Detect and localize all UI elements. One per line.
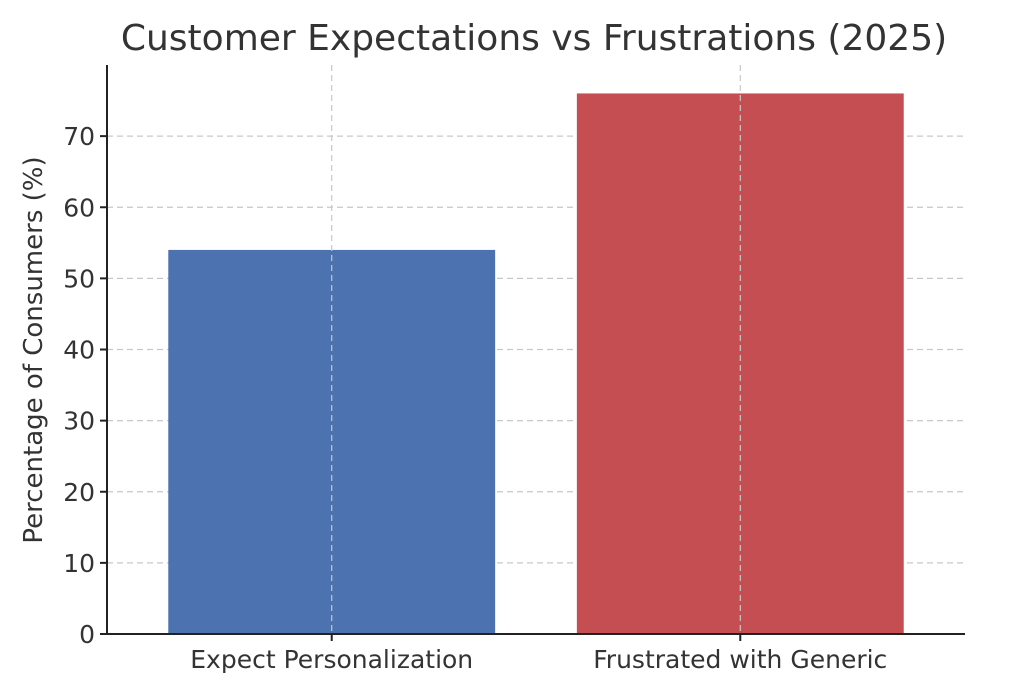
chart-title: Customer Expectations vs Frustrations (2… <box>121 18 947 59</box>
y-tick-label: 10 <box>63 549 95 578</box>
y-axis-ticks: 0 10 20 30 40 50 60 70 <box>63 122 107 649</box>
y-tick-label: 60 <box>63 193 95 222</box>
y-tick-label: 0 <box>79 620 95 649</box>
bars <box>168 93 904 635</box>
x-axis-ticks: Expect Personalization Frustrated with Ge… <box>190 634 887 674</box>
y-tick-label: 30 <box>63 407 95 436</box>
bar-frustrated-with-generic <box>576 93 904 634</box>
y-axis-label: Percentage of Consumers (%) <box>19 156 49 543</box>
y-tick-label: 40 <box>63 336 95 365</box>
x-tick-label: Expect Personalization <box>190 645 473 674</box>
y-tick-label: 20 <box>63 478 95 507</box>
y-tick-label: 50 <box>63 264 95 293</box>
y-tick-label: 70 <box>63 122 95 151</box>
x-tick-label: Frustrated with Generic <box>593 645 887 674</box>
vertical-gridlines <box>331 65 741 634</box>
